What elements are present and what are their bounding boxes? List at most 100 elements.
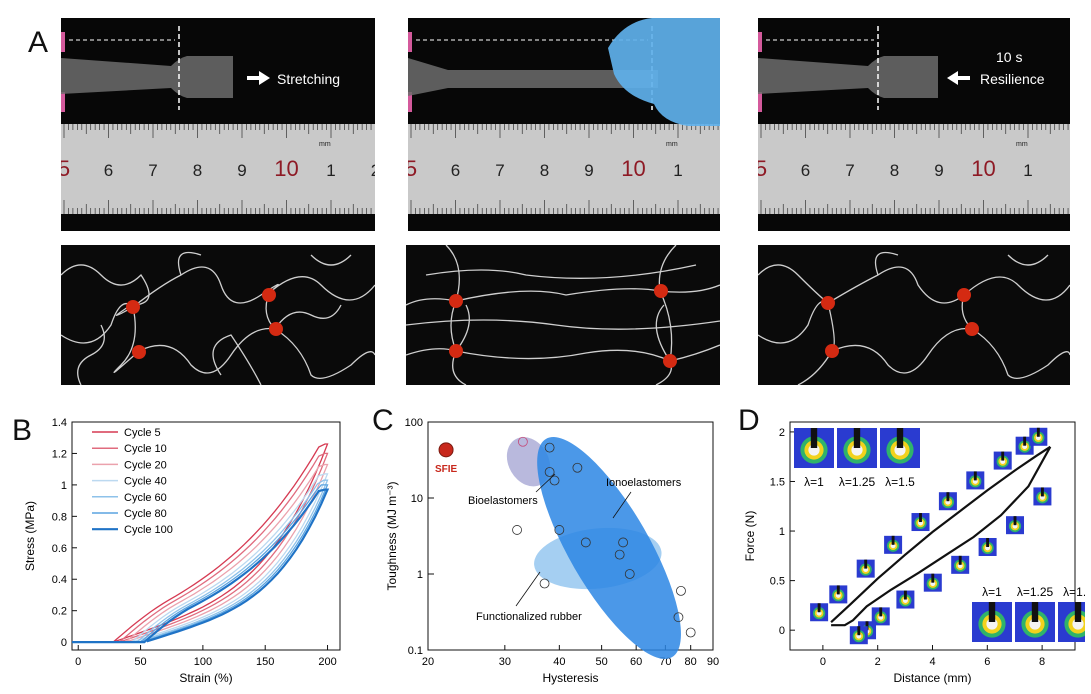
time-label: 10 s (996, 49, 1022, 65)
dic-crack (973, 471, 977, 481)
stress-strain-curve (72, 463, 329, 643)
ruler-number: 6 (801, 161, 810, 180)
legend-label: Cycle 5 (124, 427, 161, 439)
arrow-head-icon (259, 71, 270, 85)
ruler-number: 8 (193, 161, 202, 180)
crosslink-point (126, 300, 140, 314)
dic-crack (896, 428, 904, 448)
network-relaxed (61, 245, 375, 385)
dic-crack (946, 492, 950, 502)
data-point (544, 442, 555, 453)
polymer-chain (61, 264, 150, 317)
ruler-number: 7 (495, 161, 504, 180)
action-label: Resilience (980, 71, 1045, 87)
x-tick-label: 60 (630, 656, 642, 668)
ruler-unit: mm (666, 141, 678, 148)
dic-crack (988, 602, 996, 622)
network-recovered (758, 245, 1070, 385)
polymer-chain (132, 266, 279, 308)
ruler (61, 124, 375, 214)
polymer-chain (177, 251, 262, 385)
chart-c-toughness-hysteresis: 20 30 40 50 60 70 80 90 0.1 1 10 100 Hysteresis Tough… (385, 417, 719, 685)
polymer-chain (406, 284, 720, 306)
y-tick-label: 0.4 (52, 574, 67, 586)
polymer-chain (831, 294, 974, 374)
x-tick-label: 6 (984, 656, 990, 668)
crosslink-point (965, 322, 979, 336)
x-tick-label: 20 (422, 656, 434, 668)
x-tick-label: 50 (595, 656, 607, 668)
legend-label: Cycle 20 (124, 459, 167, 471)
inset-label: λ=1 (804, 475, 824, 489)
loading-thumbnail (911, 513, 930, 532)
unloading-thumbnail (871, 607, 890, 626)
loading-thumbnail (884, 535, 903, 554)
unloading-thumbnail (923, 573, 942, 592)
ruler-number: 9 (237, 161, 246, 180)
polymer-chain (268, 276, 375, 301)
crosslink-point (262, 288, 276, 302)
y-tick-label: 1.2 (52, 448, 67, 460)
polymer-chain (655, 290, 673, 363)
y-tick-label: 0.2 (52, 606, 67, 618)
data-point (554, 525, 565, 535)
loading-curve (830, 445, 1051, 624)
sfie-label: SFIE (435, 464, 458, 475)
y-tick-label: 0.1 (408, 645, 423, 657)
inset-thumbnail-bottom (1058, 602, 1085, 642)
inset-label: λ=1.25 (1017, 585, 1054, 599)
x-tick-label: 200 (318, 656, 336, 668)
x-tick-label: 0 (75, 656, 81, 668)
data-point (618, 537, 628, 548)
ruler-number: 9 (584, 161, 593, 180)
polymer-chain (963, 276, 1070, 301)
inset-thumbnail-bottom (1015, 602, 1055, 642)
stress-strain-curve (72, 488, 330, 644)
data-point (685, 627, 696, 638)
ruler-number: 1 (326, 161, 335, 180)
loading-thumbnail (966, 471, 985, 490)
sample-strip (61, 56, 233, 98)
ruler-number: 9 (934, 161, 943, 180)
y-tick-label: 1.4 (52, 417, 67, 429)
ruler-unit: mm (319, 141, 331, 148)
loading-thumbnail (938, 492, 957, 511)
x-axis-label: Distance (mm) (893, 671, 971, 685)
data-point (512, 525, 522, 535)
clamp-marker (408, 32, 412, 52)
dic-crack (891, 535, 895, 545)
y-tick-label: 1 (779, 526, 785, 538)
y-tick-label: 0.6 (52, 543, 67, 555)
group-label: Functionalized rubber (476, 611, 582, 623)
annotation-leader (535, 473, 556, 493)
data-point (673, 612, 684, 623)
polymer-chain (61, 302, 140, 374)
stress-strain-curve (72, 484, 329, 643)
x-tick-label: 100 (194, 656, 212, 668)
data-point (517, 436, 528, 447)
y-axis-label: Stress (MPa) (23, 501, 37, 571)
x-tick-label: 70 (659, 656, 671, 668)
clamp-marker (758, 92, 762, 112)
dic-crack (853, 428, 861, 448)
dic-crack (879, 607, 883, 617)
clamp-marker (758, 32, 762, 52)
polymer-chain (274, 328, 375, 379)
x-tick-label: 80 (685, 656, 697, 668)
data-point (580, 537, 591, 548)
network-recovered-drawing (758, 251, 1070, 385)
panel-label-b: B (12, 414, 33, 447)
sample-strip (758, 56, 938, 98)
ruler (408, 124, 720, 214)
ruler-number: 10 (971, 156, 995, 181)
loading-thumbnail (810, 603, 829, 622)
photo-resilience: 5 6 7 8 9 10 1 mm 10 s Resilience (758, 18, 1070, 231)
data-point (624, 569, 635, 579)
dic-crack (817, 603, 821, 613)
y-axis-label: Force (N) (743, 511, 757, 562)
x-tick-label: 0 (820, 656, 826, 668)
inset-label: λ=1.5 (1063, 585, 1085, 599)
crosslink-point (449, 294, 463, 308)
ruler (758, 124, 1070, 214)
photo-stretching-drawing: 5 6 7 8 9 10 1 2 mm Stretching (61, 26, 375, 214)
